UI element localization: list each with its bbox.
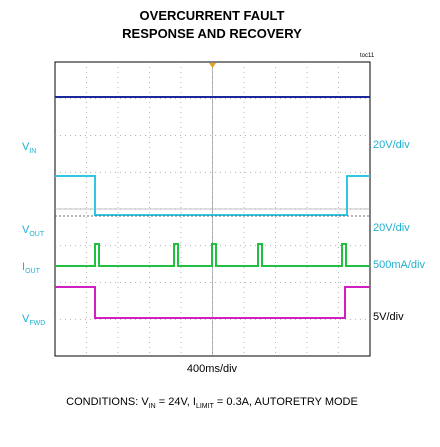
conditions-text: CONDITIONS: [66,396,141,408]
iout-trace [55,243,370,267]
channel-label-sub: FWD [29,320,45,327]
conditions-text: V [141,396,149,408]
conditions-sub: IN [149,403,156,410]
title-line: OVERCURRENT FAULT [140,8,285,23]
conditions: CONDITIONS: VIN = 24V, ILIMIT = 0.3A, AU… [66,396,358,410]
channel-label: VFWD [22,313,45,327]
channel-labels: VIN20V/divVOUT20V/divIOUT500mA/divVFWD5V… [22,139,425,327]
channel-label-main: V [22,224,30,236]
vfwd-trace [55,286,370,319]
channel-label: VIN [22,141,36,155]
channel-scale: 5V/div [373,311,404,323]
channel-scale: 20V/div [373,139,410,151]
channel-label-main: V [22,313,30,325]
title-line: RESPONSE AND RECOVERY [122,26,302,41]
channel-scale: 20V/div [373,222,410,234]
trigger-marker [209,63,216,68]
channel-label-main: V [22,141,30,153]
channel-label-sub: OUT [29,231,45,238]
channel-label-main: I [22,261,25,273]
conditions-text: = 0.3A, AUTORETRY MODE [214,396,358,408]
conditions-text: = 24V, [156,396,193,408]
conditions-text: I [193,396,196,408]
vout-trace [55,175,370,216]
channel-label: VOUT [22,224,45,238]
conditions-sub: LIMIT [196,403,215,410]
time-scale: 400ms/div [187,363,238,375]
channel-label: IOUT [22,261,41,275]
channel-label-sub: IN [29,148,36,155]
figure-id: toc11 [360,53,375,59]
channel-label-sub: OUT [25,268,41,275]
channel-scale: 500mA/div [373,259,425,271]
